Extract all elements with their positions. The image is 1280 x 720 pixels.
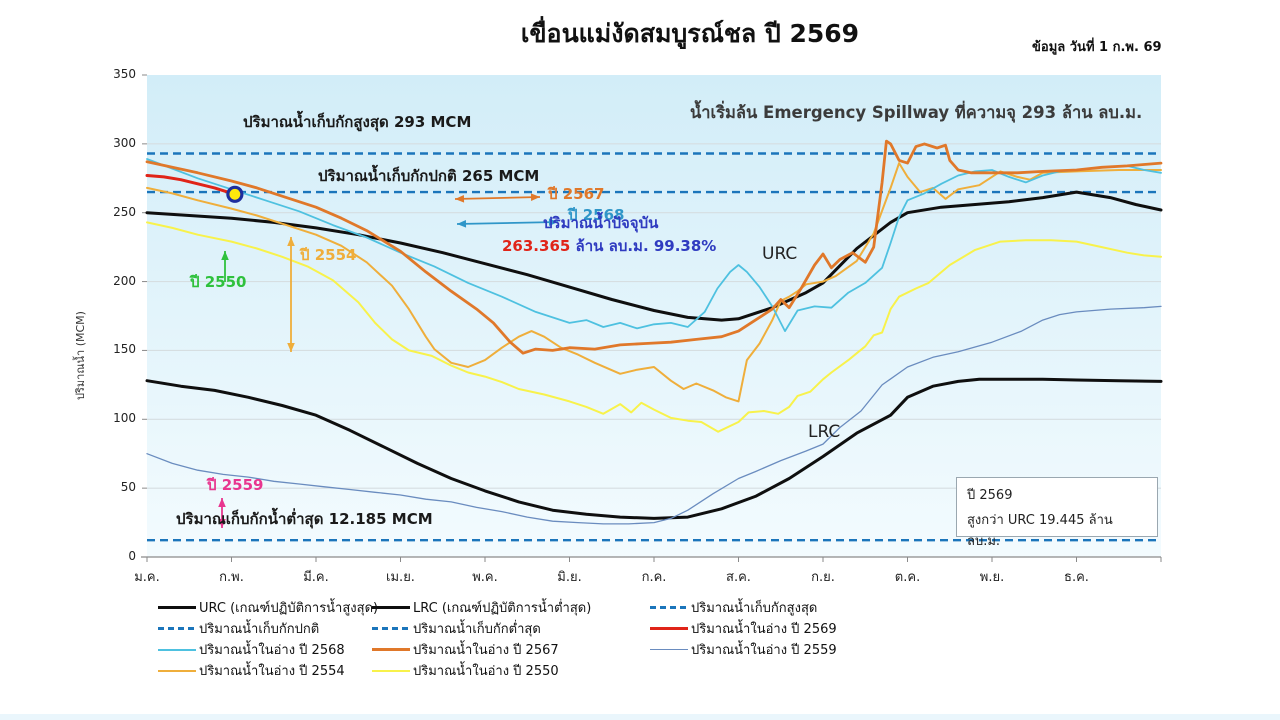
x-tick-label-9: ก.ย. (811, 570, 835, 585)
year-2568-label: ปี 2568 (568, 206, 625, 224)
legend-label: ปริมาณน้ำเก็บกักต่ำสุด (413, 622, 541, 637)
normal-storage-label: ปริมาณน้ำเก็บกักปกติ 265 MCM (318, 167, 540, 185)
year-2554-label: ปี 2554 (300, 246, 357, 264)
legend-label: ปริมาณน้ำในอ่าง ปี 2559 (691, 643, 837, 658)
arrowhead (455, 194, 465, 203)
current-position-marker (226, 185, 244, 203)
y-tick-label-350: 350 (113, 67, 136, 81)
legend-item: ปริมาณน้ำเก็บกักต่ำสุด (372, 618, 541, 639)
legend-item: ปริมาณน้ำในอ่าง ปี 2559 (650, 639, 837, 660)
arrowhead (287, 343, 295, 352)
footer-strip (0, 714, 1280, 720)
arrowhead (218, 519, 226, 528)
y-tick-label-300: 300 (113, 135, 136, 150)
legend-label: URC (เกณฑ์ปฏิบัติการน้ำสูงสุด) (199, 601, 379, 616)
series-y2569 (145, 174, 237, 196)
series-y2567 (145, 139, 1163, 355)
legend-swatch (372, 669, 410, 672)
year-2567-label: ปี 2567 (548, 185, 605, 203)
legend-item: ปริมาณน้ำในอ่าง ปี 2550 (372, 660, 559, 681)
legend-swatch (158, 648, 196, 651)
x-tick-label-4: เม.ย. (386, 570, 415, 585)
x-tick-label-12: ธ.ค. (1064, 570, 1089, 585)
page-title: เขื่อนแม่งัดสมบูรณ์ชล ปี 2569 (520, 19, 860, 48)
year-2550-label: ปี 2550 (190, 273, 247, 291)
y-tick-label-250: 250 (113, 204, 136, 219)
y-tick-label-0: 0 (128, 549, 136, 563)
y-tick-label-150: 150 (113, 342, 136, 357)
legend-label: ปริมาณน้ำเก็บกักสูงสุด (691, 601, 818, 616)
legend-item: ปริมาณน้ำในอ่าง ปี 2567 (372, 639, 559, 660)
lrc-label: LRC (808, 422, 841, 442)
legend-item: URC (เกณฑ์ปฏิบัติการน้ำสูงสุด) (158, 597, 378, 618)
y-axis-title: ปริมาณน้ำ (MCM) (74, 311, 87, 400)
info-box-year: ปี 2569 (967, 488, 1013, 503)
urc-label: URC (762, 244, 798, 264)
legend-item: ปริมาณน้ำในอ่าง ปี 2568 (158, 639, 345, 660)
arrowhead (287, 237, 295, 246)
legend-label: ปริมาณน้ำในอ่าง ปี 2569 (691, 622, 837, 637)
legend-item: ปริมาณน้ำเก็บกักสูงสุด (650, 597, 817, 618)
current-volume-value-part: ล้าน ลบ.ม. 99.38% (570, 237, 717, 255)
y-tick-label-200: 200 (113, 273, 136, 288)
max-storage-label: ปริมาณน้ำเก็บกักสูงสุด 293 MCM (243, 113, 472, 131)
x-tick-label-1: ม.ค. (134, 570, 160, 585)
chart-legend: URC (เกณฑ์ปฏิบัติการน้ำสูงสุด) LRC (เกณฑ์… (0, 0, 1280, 679)
arrowhead (457, 220, 467, 228)
legend-label: ปริมาณน้ำในอ่าง ปี 2568 (199, 643, 345, 658)
arrow-2567 (454, 196, 541, 200)
legend-label: LRC (เกณฑ์ปฏิบัติการน้ำต่ำสุด) (413, 601, 592, 616)
legend-swatch (158, 627, 196, 630)
y-tick-label-50: 50 (120, 480, 136, 495)
legend-swatch (650, 627, 688, 630)
x-tick-label-6: มิ.ย. (557, 570, 582, 585)
series-y2550 (146, 221, 1162, 433)
x-tick-label-10: ต.ค. (894, 570, 921, 585)
x-tick-label-2: ก.พ. (219, 570, 244, 585)
series-urc (145, 190, 1163, 322)
legend-label: ปริมาณน้ำในอ่าง ปี 2567 (413, 643, 559, 658)
legend-swatch (372, 606, 410, 609)
current-volume-value: 263.365 ล้าน ลบ.ม. 99.38% (502, 237, 717, 255)
arrowhead (530, 193, 540, 202)
x-tick-label-5: พ.ค. (472, 570, 498, 585)
arrowhead (218, 498, 226, 507)
comparison-info-box: ปี 2569 สูงกว่า URC 19.445 ล้าน ลบ.ม. (956, 477, 1158, 549)
legend-swatch (372, 648, 410, 651)
current-volume-label: ปริมาณน้ำปัจจุบัน (543, 214, 659, 232)
min-storage-label: ปริมาณเก็บกักน้ำต่ำสุด 12.185 MCM (176, 510, 433, 528)
legend-label: ปริมาณน้ำเก็บกักปกติ (199, 622, 320, 637)
data-date: ข้อมูล วันที่ 1 ก.พ. 69 (1032, 40, 1162, 55)
legend-swatch (158, 606, 196, 609)
legend-item: LRC (เกณฑ์ปฏิบัติการน้ำต่ำสุด) (372, 597, 591, 618)
series-y2559 (146, 305, 1162, 525)
x-tick-label-11: พ.ย. (979, 570, 1005, 585)
arrowhead (548, 218, 558, 226)
series-y2554 (146, 162, 1162, 403)
x-tick-label-3: มี.ค. (303, 570, 329, 585)
water-level-chart (141, 74, 1163, 562)
arrow-2568 (456, 221, 559, 225)
legend-item: ปริมาณน้ำในอ่าง ปี 2554 (158, 660, 345, 681)
x-tick-label-7: ก.ค. (641, 570, 667, 585)
arrowhead (221, 251, 229, 260)
current-volume-value-part: 263.365 (502, 237, 571, 255)
y-tick-label-100: 100 (113, 411, 136, 426)
legend-swatch (158, 669, 196, 672)
spillway-label: น้ำเริ่มล้น Emergency Spillway ที่ความจุ… (690, 103, 1143, 122)
year-2559-label: ปี 2559 (207, 476, 264, 494)
legend-item: ปริมาณน้ำเก็บกักปกติ (158, 618, 319, 639)
legend-label: ปริมาณน้ำในอ่าง ปี 2550 (413, 664, 559, 679)
info-box-detail: สูงกว่า URC 19.445 ล้าน ลบ.ม. (967, 513, 1113, 549)
legend-swatch (372, 627, 410, 630)
legend-swatch (650, 606, 688, 609)
legend-label: ปริมาณน้ำในอ่าง ปี 2554 (199, 664, 345, 679)
legend-item: ปริมาณน้ำในอ่าง ปี 2569 (650, 618, 837, 639)
x-tick-label-8: ส.ค. (726, 570, 751, 585)
legend-swatch (650, 649, 688, 650)
plot-area (147, 75, 1161, 557)
